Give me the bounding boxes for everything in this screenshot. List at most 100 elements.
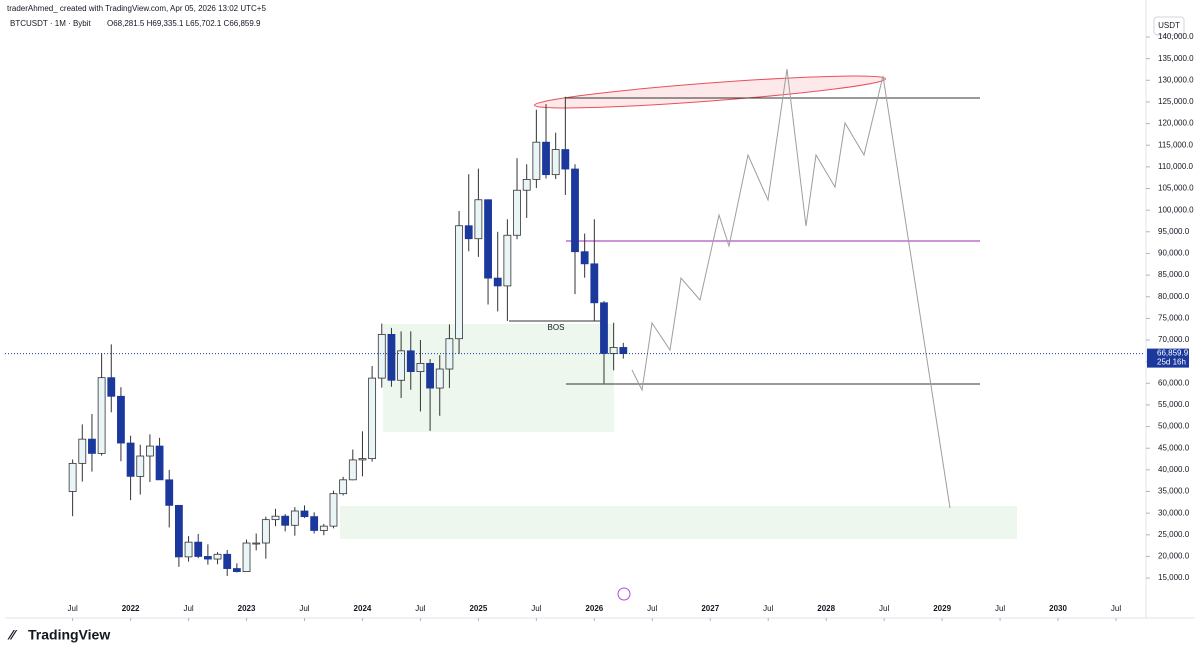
candle-body [203, 556, 212, 560]
candle-body [397, 350, 406, 381]
candle-body [522, 179, 531, 191]
y-tick-label: 30,000.0 [1158, 508, 1190, 517]
candle-body [107, 377, 116, 397]
y-tick-label: 40,000.0 [1158, 465, 1190, 474]
y-tick-label: 100,000.0 [1158, 205, 1194, 214]
candle-body [146, 445, 154, 457]
candle-body [455, 225, 463, 340]
ohlc-readout: O68,281.5 H69,335.1 L65,702.1 C66,859.9 [107, 19, 261, 28]
y-tick-label: 110,000.0 [1158, 162, 1194, 171]
candle-body [126, 442, 135, 477]
candle-body [136, 455, 145, 477]
y-tick-label: 115,000.0 [1158, 140, 1194, 149]
event-icon [617, 587, 631, 601]
x-tick-label: Jul [531, 604, 541, 613]
x-tick-label: Jul [415, 604, 425, 613]
candle-body [155, 445, 164, 481]
candle-body [619, 347, 628, 355]
x-tick-label: Jul [647, 604, 657, 613]
candle-body [184, 541, 193, 558]
x-tick-label: 2023 [238, 604, 256, 613]
x-tick-label: Jul [995, 604, 1005, 613]
y-tick-label: 85,000.0 [1158, 270, 1190, 279]
candle-body [590, 263, 599, 304]
last-price-label: 66,859.9 [1157, 349, 1189, 358]
candle-body [348, 459, 357, 481]
candle-body [290, 510, 299, 526]
demand-zone [383, 324, 614, 432]
candle-body [387, 333, 396, 381]
candle-body [88, 438, 96, 454]
candle-body [474, 199, 483, 240]
bos-label: BOS [548, 323, 565, 332]
countdown: 25d 16h [1157, 358, 1186, 367]
currency: USDT [1158, 21, 1180, 30]
x-tick-label: Jul [299, 604, 309, 613]
candle-body [571, 168, 579, 253]
candle-body [435, 368, 444, 389]
y-tick-label: 105,000.0 [1158, 184, 1194, 193]
candle-body [358, 458, 367, 461]
candle-body [261, 519, 270, 544]
y-tick-label: 70,000.0 [1158, 335, 1190, 344]
candle-body [484, 199, 492, 279]
y-tick-label: 125,000.0 [1158, 97, 1194, 106]
candle-body [213, 553, 222, 560]
candle-body [503, 234, 512, 287]
y-tick-label: 15,000.0 [1158, 573, 1190, 582]
candle-body [329, 493, 338, 527]
candle-body [339, 479, 348, 495]
projection-path [631, 68, 951, 509]
candle-body [406, 350, 415, 373]
x-tick-label: 2022 [122, 604, 140, 613]
candle-body [78, 438, 87, 464]
y-tick-label: 60,000.0 [1158, 378, 1190, 387]
candle-body [97, 377, 106, 454]
candle-body [561, 149, 570, 170]
candle-body [232, 568, 241, 572]
y-tick-label: 50,000.0 [1158, 422, 1190, 431]
candle-body [464, 225, 473, 240]
currency-box [1153, 16, 1185, 36]
candle-body [252, 542, 261, 545]
candle-body [513, 189, 521, 236]
candle-body [242, 542, 251, 572]
y-tick-label: 90,000.0 [1158, 249, 1190, 258]
x-tick-label: 2030 [1049, 604, 1067, 613]
y-tick-label: 45,000.0 [1158, 443, 1190, 452]
x-tick-label: Jul [68, 604, 78, 613]
candle-body [310, 516, 319, 531]
candle-body [368, 377, 377, 460]
candle-body [271, 515, 280, 521]
candle-body [493, 277, 502, 287]
x-tick-label: 2025 [469, 604, 487, 613]
candle-body [416, 362, 425, 373]
credit: traderAhmed_ created with TradingView.co… [7, 4, 266, 13]
candle-body [532, 141, 541, 180]
x-tick-label: 2029 [933, 604, 951, 613]
candle-body [426, 362, 434, 389]
x-tick-label: Jul [183, 604, 193, 613]
x-tick-label: Jul [763, 604, 773, 613]
x-tick-label: 2027 [701, 604, 719, 613]
y-tick-label: 25,000.0 [1158, 530, 1190, 539]
y-tick-label: 75,000.0 [1158, 313, 1190, 322]
x-tick-label: Jul [879, 604, 889, 613]
y-tick-label: 20,000.0 [1158, 552, 1190, 561]
candle-body [319, 525, 328, 531]
candle-body [281, 515, 290, 526]
y-tick-label: 80,000.0 [1158, 292, 1190, 301]
brand-logo: ⁄⁄ [7, 627, 17, 643]
liquidity-ellipse [533, 75, 887, 109]
candle-body [542, 141, 550, 176]
brand: TradingView [28, 627, 110, 643]
y-tick-label: 135,000.0 [1158, 54, 1194, 63]
x-tick-label: 2024 [354, 604, 372, 613]
y-tick-label: 55,000.0 [1158, 400, 1190, 409]
symbol-title: BTCUSDT · 1M · Bybit [10, 19, 92, 28]
x-tick-label: 2026 [585, 604, 603, 613]
y-tick-label: 140,000.0 [1158, 32, 1194, 41]
candle-body [580, 251, 589, 265]
candle-body [600, 302, 608, 354]
